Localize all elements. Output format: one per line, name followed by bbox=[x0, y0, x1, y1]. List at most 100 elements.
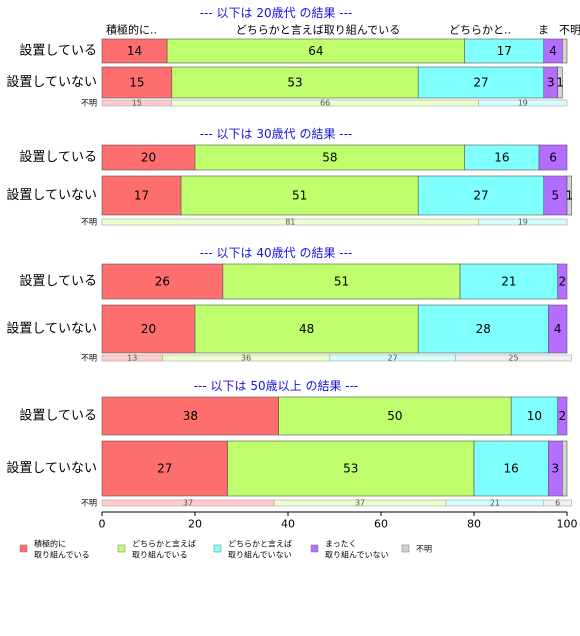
bar-segment bbox=[194, 144, 466, 171]
x-tick-label: 40 bbox=[281, 518, 295, 531]
bar-segment bbox=[101, 263, 224, 300]
bar-value-label: 2 bbox=[559, 409, 567, 423]
x-tick-label: 100 bbox=[557, 518, 578, 531]
legend-label: どちらかと言えば bbox=[228, 539, 292, 549]
bar-segment bbox=[548, 304, 568, 354]
row-label: 設置している bbox=[19, 43, 97, 59]
bar-segment bbox=[194, 304, 419, 354]
legend-swatch bbox=[310, 544, 319, 553]
bar-value-label: 20 bbox=[141, 322, 156, 336]
unknown-row-label: 不明 bbox=[81, 499, 97, 508]
unknown-bar-value-label: 19 bbox=[518, 99, 528, 108]
legend-label: 不明 bbox=[416, 545, 432, 554]
segment-header-label: 積極的に.. bbox=[106, 23, 157, 37]
bar-value-label: 6 bbox=[549, 151, 557, 165]
legend-swatch bbox=[213, 544, 222, 553]
legend-label: 取り組んでいる bbox=[132, 550, 188, 560]
bar-value-label: 38 bbox=[183, 409, 198, 423]
unknown-row-label: 不明 bbox=[81, 99, 97, 108]
bar-segment bbox=[464, 144, 540, 171]
row-label: 設置していない bbox=[6, 321, 97, 337]
row-label: 設置している bbox=[19, 273, 97, 289]
legend-label: 取り組んでいない bbox=[228, 550, 292, 560]
row-label: 設置していない bbox=[6, 187, 97, 203]
bar-value-label: 28 bbox=[476, 322, 491, 336]
bar-value-label: 5 bbox=[552, 189, 560, 203]
bar-segment bbox=[101, 66, 173, 99]
bar-value-label: 53 bbox=[287, 76, 302, 90]
panel-title: --- 以下は 20歳代 の結果 --- bbox=[200, 6, 353, 20]
bar-value-label: 26 bbox=[155, 275, 170, 289]
bar-segment bbox=[459, 263, 558, 300]
unknown-bar-segment bbox=[478, 99, 568, 107]
row-label: 設置している bbox=[19, 408, 97, 424]
x-tick-label: 60 bbox=[374, 518, 388, 531]
bar-segment bbox=[101, 144, 196, 171]
unknown-bar-value-label: 36 bbox=[241, 354, 251, 363]
bar-value-label: 17 bbox=[497, 44, 512, 58]
bar-segment bbox=[510, 396, 559, 436]
bar-segment bbox=[227, 440, 475, 497]
unknown-row-label: 不明 bbox=[81, 354, 97, 363]
segment-header-label: どちらかと言えば取り組んでいる bbox=[236, 24, 400, 37]
bar-value-label: 50 bbox=[387, 409, 402, 423]
bar-value-label: 51 bbox=[334, 275, 349, 289]
bar-segment bbox=[101, 304, 196, 354]
bar-value-label: 48 bbox=[299, 322, 314, 336]
bar-value-label: 2 bbox=[559, 275, 567, 289]
bar-value-label: 3 bbox=[547, 76, 555, 90]
x-tick-label: 20 bbox=[188, 518, 202, 531]
bar-value-label: 10 bbox=[527, 409, 542, 423]
bar-value-label: 27 bbox=[473, 76, 488, 90]
bar-value-label: 4 bbox=[554, 322, 562, 336]
bar-segment bbox=[566, 175, 572, 216]
bar-segment bbox=[101, 175, 182, 216]
legend-label: 取り組んでいない bbox=[325, 550, 389, 560]
bar-value-label: 27 bbox=[157, 462, 172, 476]
unknown-bar-value-label: 37 bbox=[183, 499, 193, 508]
panel-title: --- 以下は 40歳代 の結果 --- bbox=[200, 246, 353, 260]
bar-segment bbox=[557, 263, 568, 300]
unknown-bar-value-label: 13 bbox=[127, 354, 137, 363]
bar-segment bbox=[278, 396, 512, 436]
bar-segment bbox=[562, 38, 568, 64]
panel-title: --- 以下は 30歳代 の結果 --- bbox=[200, 127, 353, 141]
bar-value-label: 14 bbox=[127, 44, 142, 58]
bar-value-label: 1 bbox=[556, 76, 564, 90]
bar-value-label: 21 bbox=[501, 275, 516, 289]
bar-segment bbox=[171, 66, 419, 99]
unknown-bar-value-label: 25 bbox=[508, 354, 518, 363]
row-label: 設置していない bbox=[6, 74, 97, 90]
legend-swatch bbox=[117, 544, 126, 553]
row-label: 設置している bbox=[19, 149, 97, 165]
unknown-bar-segment bbox=[543, 499, 572, 507]
bar-segment bbox=[180, 175, 419, 216]
unknown-row-label: 不明 bbox=[81, 218, 97, 227]
legend-swatch bbox=[19, 544, 28, 553]
segment-header-label: 不明 bbox=[559, 24, 580, 37]
bar-value-label: 58 bbox=[322, 151, 337, 165]
unknown-bar-segment bbox=[455, 354, 572, 362]
unknown-bar-value-label: 37 bbox=[355, 499, 365, 508]
bar-value-label: 15 bbox=[129, 76, 144, 90]
panel-title: --- 以下は 50歳以上 の結果 --- bbox=[194, 379, 359, 393]
bar-segment bbox=[473, 440, 549, 497]
bar-segment bbox=[562, 440, 568, 497]
segment-header-label: どちらかと.. bbox=[449, 24, 511, 37]
bar-value-label: 16 bbox=[494, 151, 509, 165]
bar-value-label: 53 bbox=[343, 462, 358, 476]
unknown-bar-segment bbox=[478, 218, 568, 226]
bar-segment bbox=[538, 144, 568, 171]
bar-value-label: 17 bbox=[134, 189, 149, 203]
x-tick-label: 0 bbox=[99, 518, 106, 531]
legend-label: まったく bbox=[325, 540, 357, 549]
unknown-bar-value-label: 27 bbox=[388, 354, 398, 363]
bar-value-label: 27 bbox=[473, 189, 488, 203]
bar-value-label: 1 bbox=[566, 189, 574, 203]
unknown-bar-value-label: 6 bbox=[555, 499, 560, 508]
bar-segment bbox=[557, 66, 563, 99]
bar-segment bbox=[557, 396, 568, 436]
x-tick-label: 80 bbox=[467, 518, 481, 531]
unknown-bar-value-label: 19 bbox=[518, 218, 528, 227]
